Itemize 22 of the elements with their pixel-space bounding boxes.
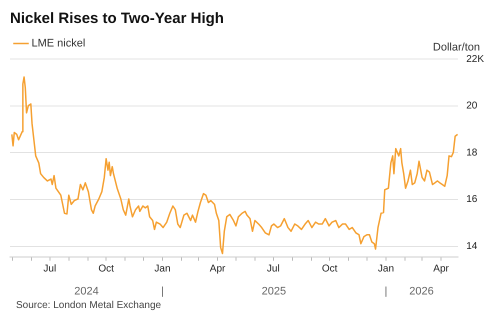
y-tick-label: 18 bbox=[466, 147, 478, 158]
x-tick-label: Oct bbox=[322, 264, 338, 275]
x-tick-label: Jul bbox=[43, 264, 56, 275]
x-tick-label: Apr bbox=[210, 264, 226, 275]
x-tick-label: Jan bbox=[154, 264, 171, 275]
x2-tick-label: 2025 bbox=[262, 285, 286, 298]
x2-tick-label: | bbox=[384, 285, 388, 298]
x-tick-label: Apr bbox=[433, 264, 450, 275]
x-tick-label: Oct bbox=[98, 264, 114, 275]
y-tick-label: 20 bbox=[466, 100, 478, 112]
x2-tick-label: 2026 bbox=[409, 285, 434, 298]
legend-label: LME nickel bbox=[32, 38, 86, 50]
chart-title: Nickel Rises to Two-Year High bbox=[10, 10, 224, 28]
y-tick-label: 22K bbox=[466, 54, 484, 65]
x2-tick-label: 2024 bbox=[74, 285, 99, 298]
x-tick-label: Jul bbox=[266, 264, 280, 275]
source-note: Source: London Metal Exchange bbox=[16, 300, 162, 311]
x2-tick-label: | bbox=[161, 285, 164, 298]
y-tick-label: 16 bbox=[466, 194, 478, 206]
x-tick-label: Jan bbox=[378, 264, 394, 275]
y-axis-title: Dollar/ton bbox=[432, 42, 480, 54]
y-tick-label: 14 bbox=[466, 241, 478, 252]
